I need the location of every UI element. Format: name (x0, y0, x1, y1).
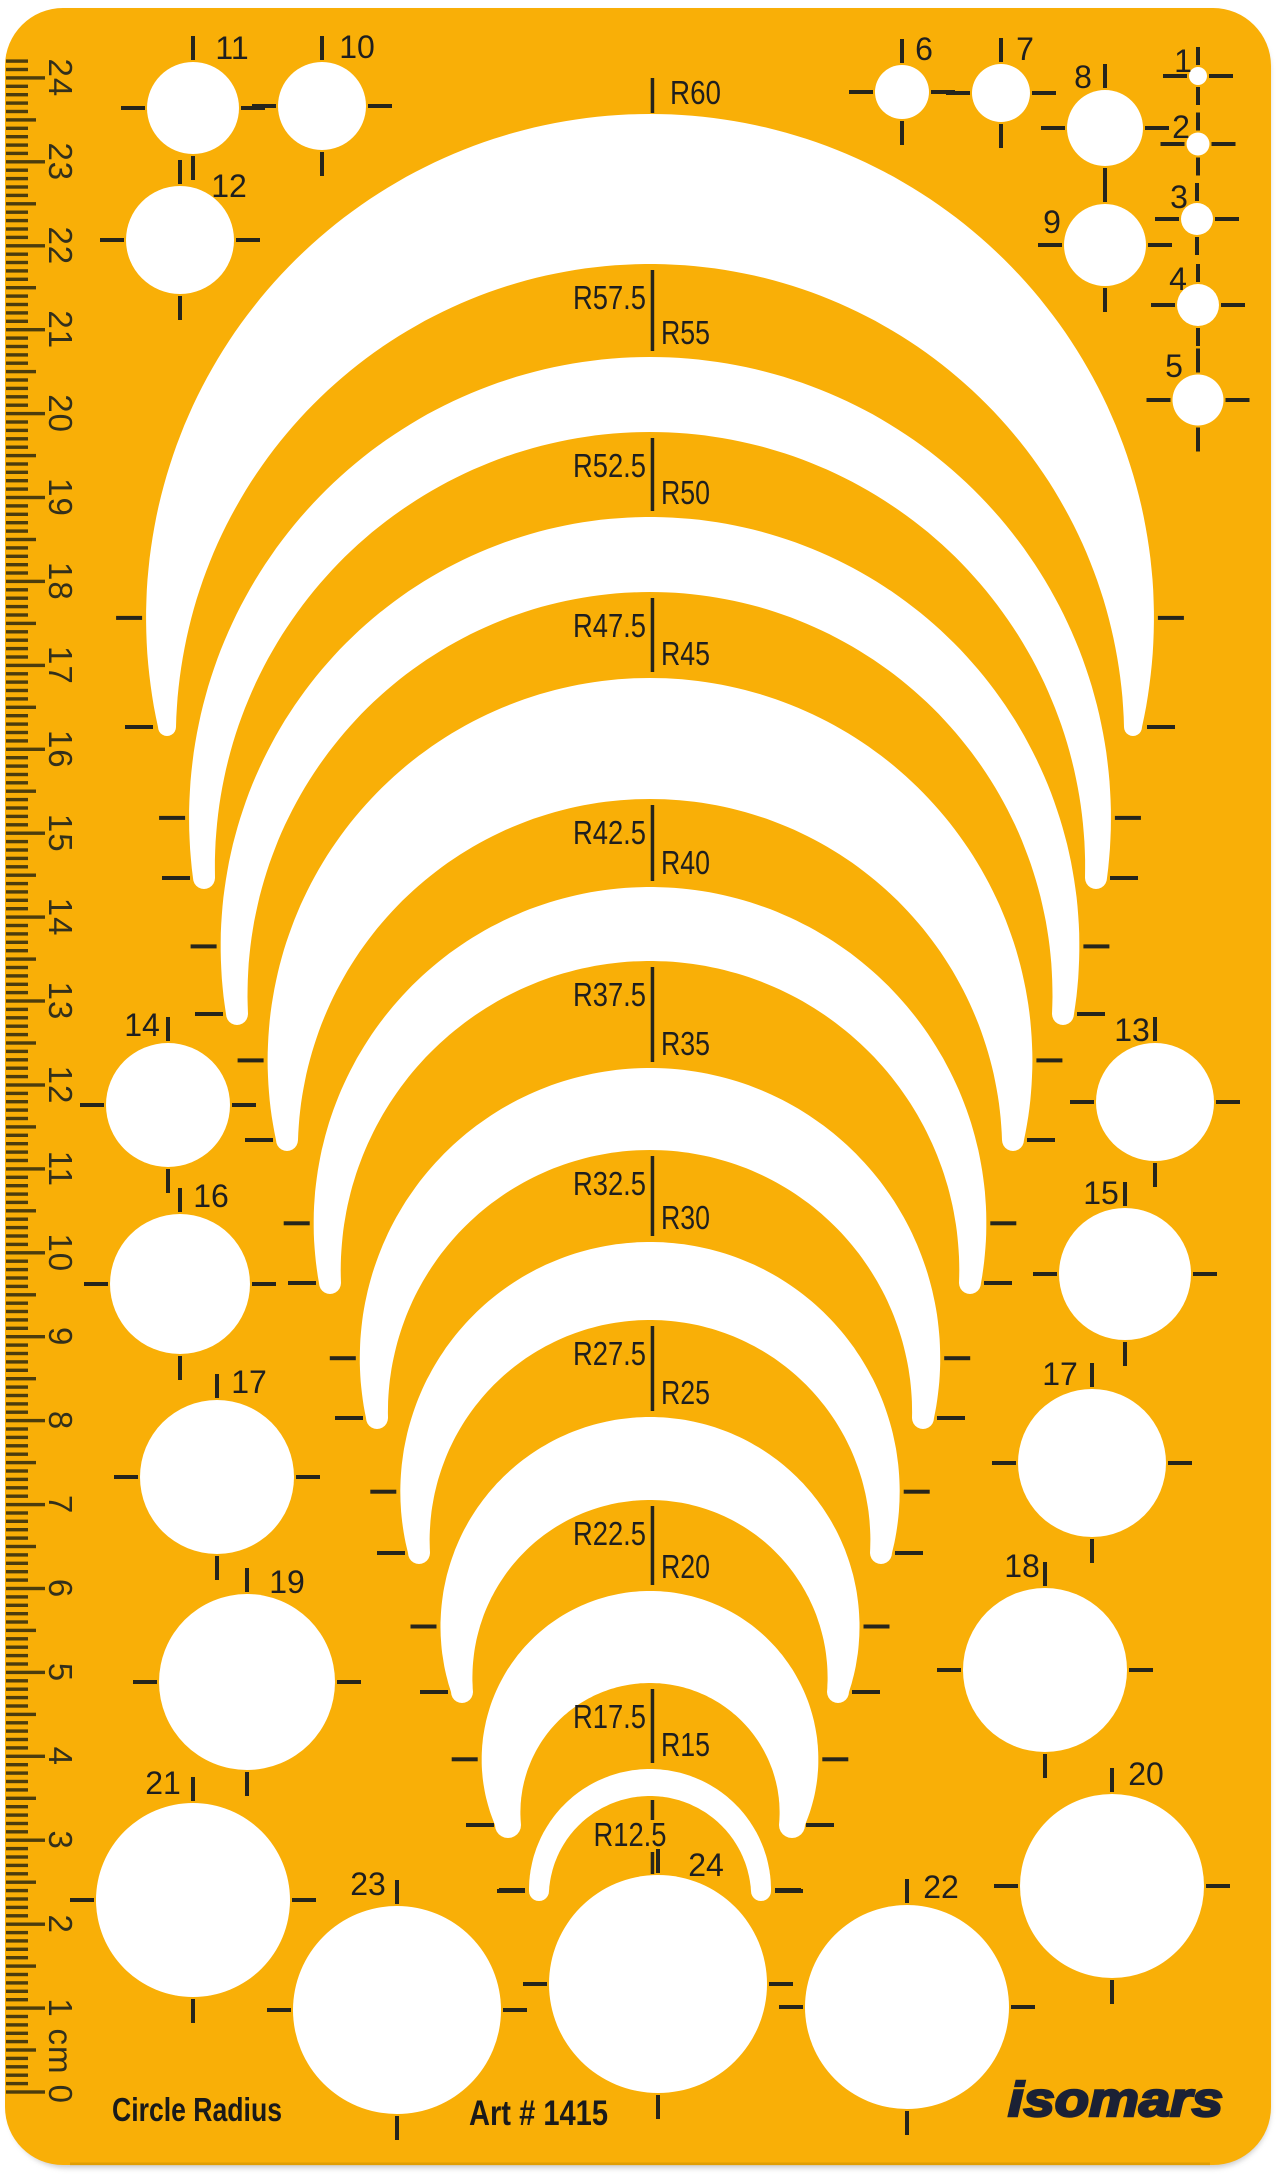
svg-text:5: 5 (1165, 348, 1183, 384)
svg-text:4: 4 (1169, 261, 1187, 297)
svg-text:13: 13 (1114, 1012, 1150, 1048)
svg-text:R37.5: R37.5 (573, 976, 646, 1013)
svg-text:R55: R55 (661, 314, 710, 351)
svg-text:17: 17 (1042, 1356, 1078, 1392)
svg-text:10: 10 (42, 1233, 79, 1272)
svg-text:6: 6 (915, 31, 933, 67)
svg-text:R50: R50 (661, 474, 710, 511)
svg-text:11: 11 (215, 30, 248, 66)
svg-text:R32.5: R32.5 (573, 1165, 646, 1202)
svg-text:cm 0: cm 0 (42, 2028, 79, 2104)
svg-text:22: 22 (923, 1869, 959, 1905)
svg-text:7: 7 (42, 1495, 79, 1514)
svg-text:12: 12 (211, 168, 247, 204)
svg-text:Art # 1415: Art # 1415 (469, 2094, 608, 2133)
svg-text:15: 15 (1083, 1175, 1119, 1211)
svg-text:R25: R25 (661, 1374, 710, 1411)
svg-text:2: 2 (1172, 109, 1190, 145)
svg-text:9: 9 (1043, 204, 1061, 240)
svg-text:R52.5: R52.5 (573, 447, 646, 484)
svg-text:8: 8 (1074, 59, 1092, 95)
svg-text:1: 1 (1174, 43, 1192, 79)
svg-text:R57.5: R57.5 (573, 279, 646, 316)
svg-text:R22.5: R22.5 (573, 1515, 646, 1552)
svg-text:14: 14 (42, 898, 79, 937)
svg-text:4: 4 (42, 1747, 79, 1766)
svg-text:8: 8 (42, 1411, 79, 1430)
svg-text:16: 16 (193, 1178, 229, 1214)
svg-text:11: 11 (42, 1151, 79, 1187)
svg-text:20: 20 (42, 394, 79, 433)
svg-text:6: 6 (42, 1579, 79, 1598)
svg-text:17: 17 (42, 646, 79, 685)
svg-text:R30: R30 (661, 1199, 710, 1236)
svg-text:10: 10 (339, 29, 375, 65)
svg-text:24: 24 (688, 1847, 724, 1883)
svg-text:23: 23 (42, 142, 79, 181)
svg-text:23: 23 (350, 1866, 386, 1902)
svg-text:22: 22 (42, 226, 79, 265)
svg-text:2: 2 (42, 1915, 79, 1934)
svg-text:R60: R60 (670, 74, 721, 111)
svg-text:21: 21 (42, 310, 79, 349)
svg-text:15: 15 (42, 814, 79, 853)
svg-text:7: 7 (1016, 31, 1034, 67)
svg-text:R45: R45 (661, 635, 710, 672)
svg-text:isomars: isomars (1008, 2074, 1223, 2127)
svg-text:12: 12 (42, 1066, 79, 1105)
svg-text:3: 3 (42, 1831, 79, 1850)
svg-text:24: 24 (42, 59, 79, 98)
svg-text:19: 19 (42, 478, 79, 517)
svg-text:17: 17 (231, 1364, 267, 1400)
svg-text:R20: R20 (661, 1548, 710, 1585)
svg-text:R17.5: R17.5 (573, 1698, 646, 1735)
svg-text:Circle Radius: Circle Radius (112, 2091, 282, 2128)
svg-text:18: 18 (1004, 1548, 1040, 1584)
svg-text:3: 3 (1170, 179, 1188, 215)
svg-text:19: 19 (269, 1564, 305, 1600)
svg-text:13: 13 (42, 982, 79, 1021)
svg-text:16: 16 (42, 730, 79, 769)
svg-text:R47.5: R47.5 (573, 607, 646, 644)
svg-text:1: 1 (42, 1998, 79, 2017)
svg-text:R27.5: R27.5 (573, 1335, 646, 1372)
svg-text:20: 20 (1128, 1756, 1164, 1792)
svg-text:R40: R40 (661, 844, 710, 881)
svg-text:18: 18 (42, 562, 79, 601)
svg-text:9: 9 (42, 1327, 79, 1346)
svg-text:21: 21 (145, 1765, 181, 1801)
svg-text:14: 14 (124, 1007, 160, 1043)
svg-text:R42.5: R42.5 (573, 814, 646, 851)
svg-text:R12.5: R12.5 (594, 1816, 667, 1853)
svg-text:5: 5 (42, 1663, 79, 1682)
svg-text:R15: R15 (661, 1726, 710, 1763)
svg-text:R35: R35 (661, 1025, 710, 1062)
